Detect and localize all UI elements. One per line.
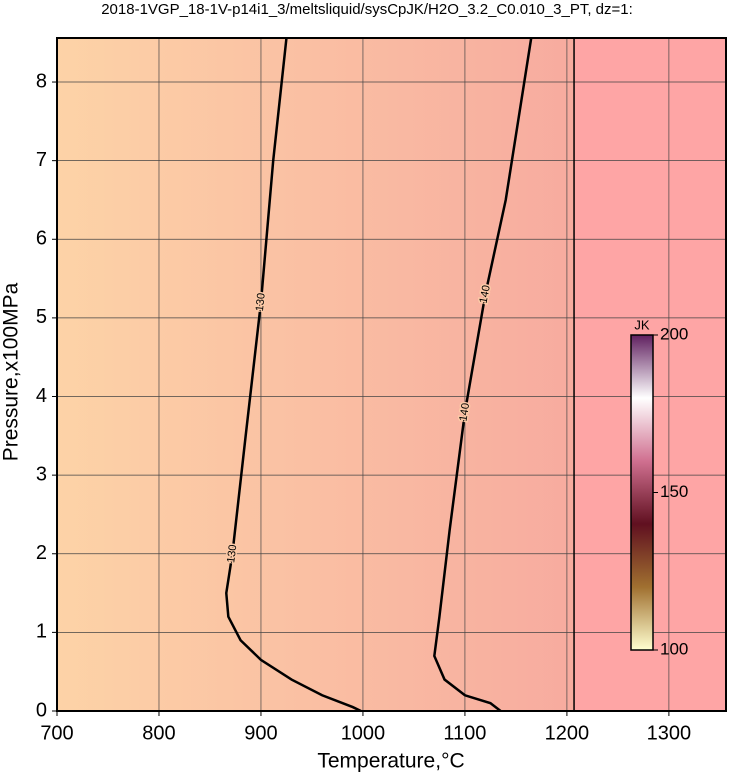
- contour-line: [433, 37, 533, 712]
- contour-line: [225, 37, 362, 713]
- colorbar-tick-label: 200: [660, 324, 688, 343]
- chart-title: 2018-1VGP_18-1V-p14i1_3/meltsliquid/sysC…: [101, 1, 633, 18]
- y-tick-label: 4: [36, 385, 47, 407]
- y-tick-label: 5: [36, 306, 47, 328]
- colorbar-tick-label: 150: [660, 482, 688, 501]
- contour-label: 130: [254, 292, 268, 311]
- y-tick-label: 1: [36, 621, 47, 643]
- x-tick-label: 1100: [443, 722, 486, 744]
- plot-frame: [56, 37, 727, 712]
- x-axis-label: Temperature,°C: [317, 750, 464, 773]
- y-tick-label: 6: [36, 228, 47, 250]
- y-axis-label: Pressure,x100MPa: [0, 282, 23, 461]
- x-tick-label: 700: [40, 722, 73, 744]
- y-tick-label: 7: [36, 149, 47, 171]
- contour-label: 130: [225, 544, 239, 564]
- y-tick-label: 2: [36, 542, 47, 564]
- colorbar: [630, 334, 654, 651]
- y-tick-label: 0: [36, 699, 47, 721]
- x-tick-label: 900: [244, 722, 277, 744]
- y-tick-label: 8: [36, 70, 47, 92]
- contour-label: 140: [478, 284, 493, 304]
- x-tick-label: 800: [142, 722, 175, 744]
- colorbar-tick-label: 100: [660, 639, 688, 658]
- x-tick-label: 1000: [341, 722, 386, 744]
- x-tick-label: 1300: [647, 722, 692, 744]
- colorbar-label: JK: [634, 317, 650, 332]
- y-tick-label: 3: [36, 463, 47, 485]
- plot-background: [57, 38, 726, 711]
- x-tick-label: 1200: [545, 722, 590, 744]
- contour-label: 140: [458, 402, 473, 422]
